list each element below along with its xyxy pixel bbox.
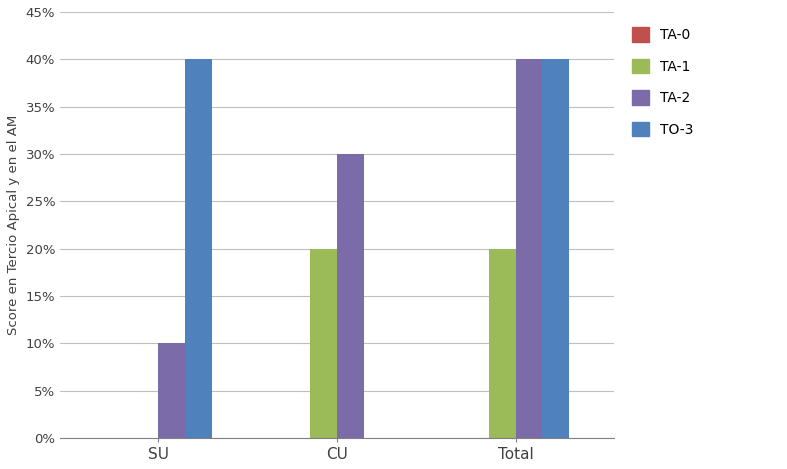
- Bar: [515, 59, 542, 438]
- Bar: [185, 59, 212, 438]
- Bar: [158, 343, 185, 438]
- Bar: [337, 154, 364, 438]
- Y-axis label: Score en Tercio Apical y en el AM: Score en Tercio Apical y en el AM: [7, 115, 20, 335]
- Bar: [310, 249, 337, 438]
- Bar: [542, 59, 569, 438]
- Legend: TA-0, TA-1, TA-2, TO-3: TA-0, TA-1, TA-2, TO-3: [632, 27, 693, 136]
- Bar: [489, 249, 515, 438]
